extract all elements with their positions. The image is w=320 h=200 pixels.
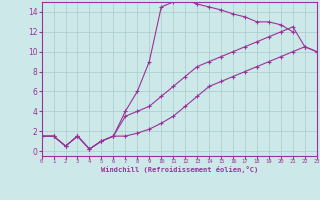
X-axis label: Windchill (Refroidissement éolien,°C): Windchill (Refroidissement éolien,°C): [100, 166, 258, 173]
